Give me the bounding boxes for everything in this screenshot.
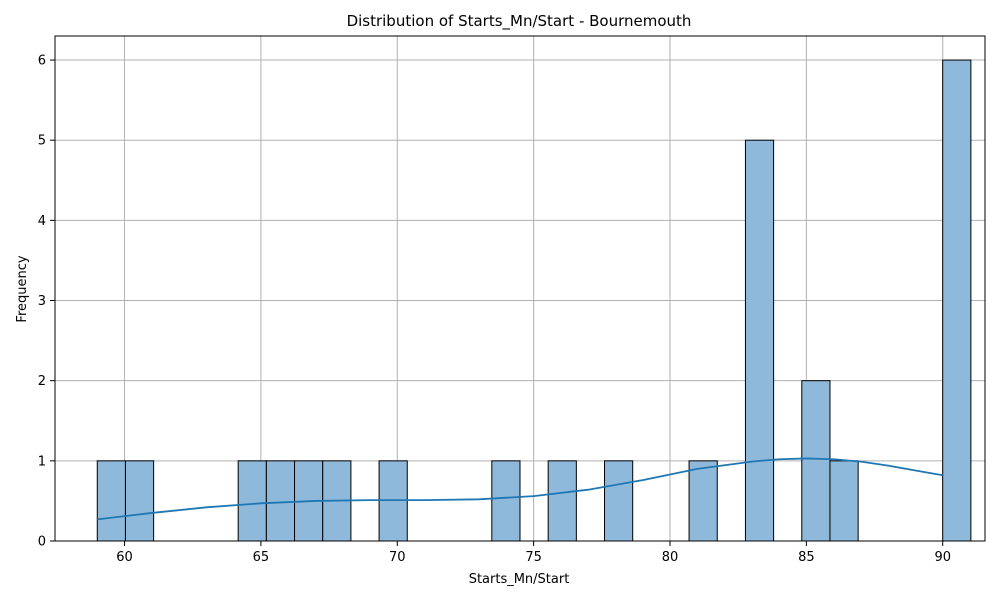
- y-tick-label: 5: [38, 134, 46, 149]
- chart-title: Distribution of Starts_Mn/Start - Bourne…: [347, 12, 692, 31]
- y-tick-label: 1: [38, 454, 46, 469]
- histogram-bars: [96, 59, 972, 542]
- plot-frame: [54, 35, 986, 542]
- histogram-bar: [124, 460, 155, 542]
- kde-curve-layer: [97, 457, 943, 521]
- histogram-bar: [237, 460, 267, 542]
- histogram-bar: [942, 59, 972, 542]
- x-axis-title: Starts_Mn/Start: [469, 572, 570, 587]
- x-tick-label: 85: [798, 550, 815, 565]
- x-tick-label: 80: [662, 550, 679, 565]
- y-tick-label: 4: [38, 214, 46, 229]
- x-tick-label: 65: [253, 550, 270, 565]
- x-axis-ticks: 60 65 70 75 80 85 90: [116, 541, 951, 565]
- histogram-bar: [96, 460, 126, 542]
- histogram-bar: [688, 460, 718, 542]
- kde-line: [97, 457, 943, 521]
- y-tick-label: 2: [38, 374, 46, 389]
- y-tick-label: 3: [38, 294, 46, 309]
- histogram-bar: [547, 460, 577, 542]
- histogram-bar: [801, 380, 831, 542]
- histogram-bar: [265, 460, 296, 542]
- histogram-bar: [744, 139, 775, 542]
- x-tick-label: 90: [934, 550, 951, 565]
- x-tick-label: 75: [525, 550, 542, 565]
- y-axis-title: Frequency: [15, 255, 30, 322]
- histogram-bar: [604, 460, 634, 542]
- histogram-bar: [829, 460, 859, 542]
- y-tick-label: 6: [38, 54, 46, 69]
- histogram-bar: [491, 460, 521, 542]
- x-tick-label: 70: [389, 550, 406, 565]
- x-tick-label: 60: [116, 550, 133, 565]
- y-tick-label: 0: [38, 535, 46, 550]
- y-axis-ticks: 0 1 2 3 4 5 6: [38, 54, 55, 550]
